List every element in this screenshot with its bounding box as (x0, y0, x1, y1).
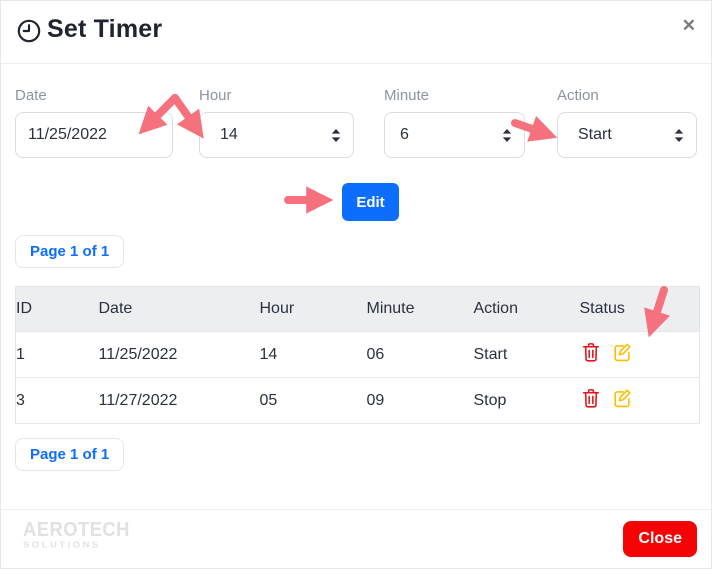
select-stepper-icon (502, 128, 512, 142)
col-header-minute: Minute (366, 286, 474, 332)
cell-action: Start (473, 331, 580, 378)
pagination-top[interactable]: Page 1 of 1 (15, 235, 125, 268)
close-icon[interactable]: ✕ (681, 16, 696, 35)
cell-hour: 05 (259, 377, 367, 424)
col-header-date: Date (98, 286, 260, 332)
pagination-bottom[interactable]: Page 1 of 1 (15, 438, 125, 471)
minute-select[interactable]: 6 (384, 112, 525, 158)
close-button[interactable]: Close (623, 521, 697, 557)
timers-table: ID Date Hour Minute Action Status 1 11/2… (15, 286, 700, 424)
hour-label: Hour (199, 87, 232, 104)
action-select-value: Start (578, 126, 612, 143)
edit-button[interactable]: Edit (342, 183, 399, 221)
modal-footer: AEROTECH SOLUTIONS Close (1, 509, 711, 568)
cell-minute: 09 (366, 377, 474, 424)
table-row: 1 11/25/2022 14 06 Start (15, 331, 700, 378)
minute-label: Minute (384, 87, 430, 104)
cell-status (579, 377, 700, 424)
logo-line1: AEROTECH (23, 519, 130, 541)
modal-header: Set Timer ✕ (1, 1, 711, 64)
date-input[interactable] (15, 112, 173, 158)
hour-field-group: Hour 14 (199, 87, 354, 158)
select-stepper-icon (674, 128, 684, 142)
clock-icon (16, 18, 42, 49)
cell-minute: 06 (366, 331, 474, 378)
action-select[interactable]: Start (557, 112, 697, 158)
cell-action: Stop (473, 377, 580, 424)
minute-field-group: Minute 6 (384, 87, 525, 158)
edit-icon[interactable] (611, 341, 633, 363)
col-header-hour: Hour (259, 286, 367, 332)
date-label: Date (15, 87, 47, 104)
cell-status (579, 331, 700, 378)
edit-icon[interactable] (611, 387, 633, 409)
aerotech-logo: AEROTECH SOLUTIONS (23, 519, 139, 551)
cell-id: 3 (15, 377, 99, 424)
cell-id: 1 (15, 331, 99, 378)
trash-icon[interactable] (580, 387, 602, 409)
action-field-group: Action Start (557, 87, 697, 158)
cell-date: 11/27/2022 (98, 377, 260, 424)
table-header-row: ID Date Hour Minute Action Status (15, 286, 700, 332)
cell-hour: 14 (259, 331, 367, 378)
cell-date: 11/25/2022 (98, 331, 260, 378)
logo-line2: SOLUTIONS (23, 540, 101, 551)
select-stepper-icon (331, 128, 341, 142)
modal-title: Set Timer (47, 15, 163, 43)
action-label: Action (557, 87, 599, 104)
minute-select-value: 6 (400, 126, 409, 143)
date-field-group: Date (15, 87, 173, 158)
col-header-id: ID (15, 286, 99, 332)
trash-icon[interactable] (580, 341, 602, 363)
table-row: 3 11/27/2022 05 09 Stop (15, 377, 700, 424)
arrow-to-hour-field (171, 94, 204, 139)
col-header-action: Action (473, 286, 580, 332)
hour-select-value: 14 (220, 126, 238, 143)
col-header-status: Status (579, 286, 700, 332)
hour-select[interactable]: 14 (199, 112, 354, 158)
